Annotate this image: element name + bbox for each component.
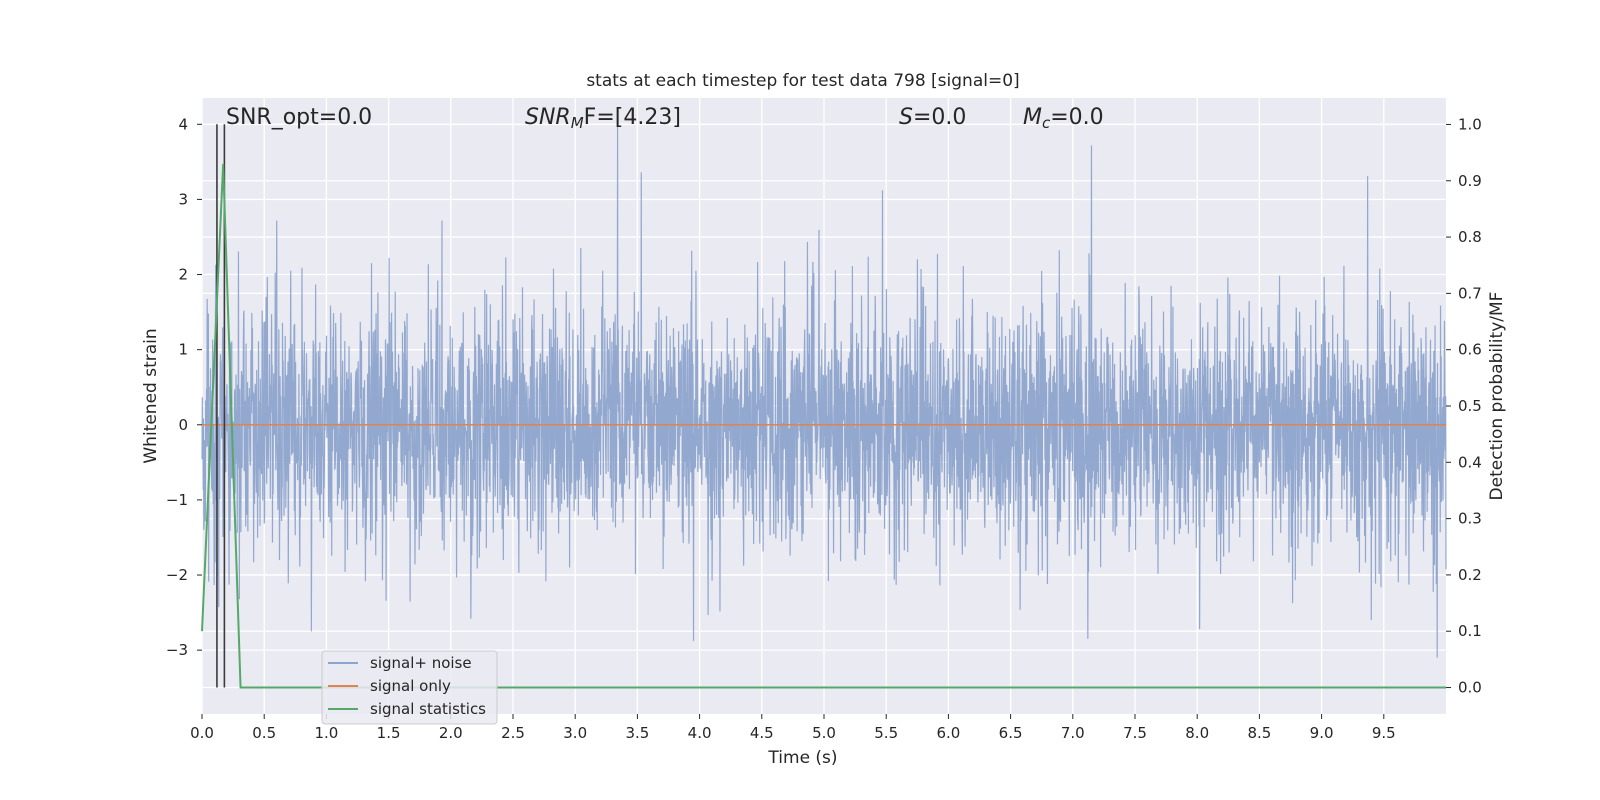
y-right-tick-label: 0.8 xyxy=(1458,228,1482,246)
y-right-tick-label: 0.9 xyxy=(1458,172,1482,190)
annotations: SNR_opt=0.0 SNRMF=[4.23] S=0.0 Mc=0.0 xyxy=(226,105,1104,132)
x-tick-label: 1.5 xyxy=(377,724,401,742)
x-tick-label: 0.5 xyxy=(252,724,276,742)
x-tick-label: 6.5 xyxy=(999,724,1023,742)
x-tick-label: 7.5 xyxy=(1123,724,1147,742)
legend-label-signal-plus-noise: signal+ noise xyxy=(370,654,472,672)
x-tick-label: 9.0 xyxy=(1310,724,1334,742)
y-left-tick-label: −1 xyxy=(166,491,188,509)
x-axis-ticks: 0.0 0.5 1.0 1.5 2.0 2.5 3.0 3.5 4.0 4.5 5.0 5.5 6.0 6… xyxy=(190,714,1396,742)
y-left-tick-label: 0 xyxy=(178,416,188,434)
y-axis-left-label: Whitened strain xyxy=(141,328,161,463)
x-tick-label: 8.5 xyxy=(1247,724,1271,742)
annotation-mc-label: M xyxy=(1023,105,1042,130)
x-tick-label: 8.0 xyxy=(1185,724,1209,742)
x-tick-label: 4.0 xyxy=(688,724,712,742)
y-left-tick-label: 4 xyxy=(178,115,188,133)
annotation-snr-mf-sub: M xyxy=(571,114,584,132)
y-axis-right-label: Detection probability/MF xyxy=(1487,292,1507,501)
y-right-tick-label: 0.0 xyxy=(1458,679,1482,697)
annotation-s: S=0.0 xyxy=(899,105,966,130)
chart-title: stats at each timestep for test data 798… xyxy=(586,71,1019,91)
y-right-tick-label: 0.4 xyxy=(1458,453,1482,471)
y-left-tick-label: −2 xyxy=(166,566,188,584)
signal-statistics-line xyxy=(201,163,1446,689)
y-left-tick-label: 2 xyxy=(178,266,188,284)
x-tick-label: 7.0 xyxy=(1061,724,1085,742)
x-axis-label: Time (s) xyxy=(767,748,837,768)
y-left-tick-label: 1 xyxy=(178,341,188,359)
x-tick-label: 6.0 xyxy=(936,724,960,742)
y-right-tick-label: 0.5 xyxy=(1458,397,1482,415)
legend-label-signal-statistics: signal statistics xyxy=(370,700,486,718)
y-axis-right-ticks: 1.0 0.9 0.8 0.7 0.6 0.5 0.4 0.3 0.2 0.1 0.0 xyxy=(1446,115,1482,697)
y-right-tick-label: 0.2 xyxy=(1458,566,1482,584)
x-tick-label: 1.0 xyxy=(314,724,338,742)
x-tick-label: 3.0 xyxy=(563,724,587,742)
x-tick-label: 9.5 xyxy=(1372,724,1396,742)
annotation-snr-mf-rest: F=[4.23] xyxy=(584,105,681,130)
x-tick-label: 3.5 xyxy=(625,724,649,742)
series-signal-statistics xyxy=(201,163,1446,689)
y-left-tick-label: 3 xyxy=(178,190,188,208)
annotation-snr-opt: SNR_opt=0.0 xyxy=(226,105,372,130)
y-left-tick-label: −3 xyxy=(166,641,188,659)
y-right-tick-label: 0.7 xyxy=(1458,284,1482,302)
legend-label-signal-only: signal only xyxy=(370,677,451,695)
y-right-tick-label: 0.1 xyxy=(1458,622,1482,640)
legend: signal+ noise signal only signal statist… xyxy=(321,650,498,725)
annotation-mc-value: =0.0 xyxy=(1050,105,1103,130)
y-axis-left-ticks: 4 3 2 1 0 −1 −2 −3 xyxy=(166,115,202,659)
x-tick-label: 5.5 xyxy=(874,724,898,742)
y-right-tick-label: 0.3 xyxy=(1458,510,1482,528)
annotation-s-label: S xyxy=(899,105,913,130)
x-tick-label: 5.0 xyxy=(812,724,836,742)
annotation-mc: Mc=0.0 xyxy=(1023,105,1104,132)
annotation-snr-mf-base: SNR xyxy=(525,105,571,130)
y-right-tick-label: 0.6 xyxy=(1458,341,1482,359)
x-tick-label: 0.0 xyxy=(190,724,214,742)
legend-box xyxy=(321,650,498,725)
x-tick-label: 4.5 xyxy=(750,724,774,742)
x-tick-label: 2.0 xyxy=(439,724,463,742)
annotation-s-value: =0.0 xyxy=(913,105,966,130)
annotation-snr-mf: SNRMF=[4.23] xyxy=(525,105,681,132)
annotation-mc-sub: c xyxy=(1042,114,1051,132)
y-right-tick-label: 1.0 xyxy=(1458,115,1482,133)
x-tick-label: 2.5 xyxy=(501,724,525,742)
